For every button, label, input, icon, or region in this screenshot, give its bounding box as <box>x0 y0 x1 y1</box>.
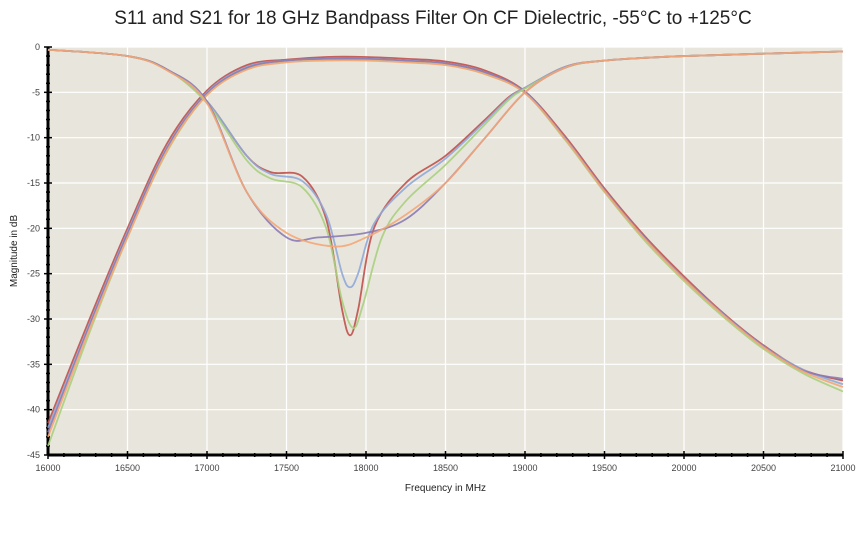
x-tick-label: 18000 <box>353 463 378 473</box>
x-tick-label: 19500 <box>592 463 617 473</box>
y-tick-label: -15 <box>27 178 40 188</box>
chart-title: S11 and S21 for 18 GHz Bandpass Filter O… <box>114 8 752 29</box>
x-tick-label: 18500 <box>433 463 458 473</box>
y-tick-label: -5 <box>32 87 40 97</box>
y-tick-label: 0 <box>35 42 40 52</box>
y-tick-label: -10 <box>27 133 40 143</box>
y-tick-label: -35 <box>27 359 40 369</box>
y-tick-label: -40 <box>27 405 40 415</box>
series-line-9 <box>47 48 844 248</box>
x-tick-label: 19000 <box>512 463 537 473</box>
x-tick-label: 16500 <box>115 463 140 473</box>
y-axis-label: Magnitude in dB <box>9 215 20 288</box>
y-tick-label: -45 <box>27 450 40 460</box>
y-tick-label: -25 <box>27 269 40 279</box>
y-tick-label: -30 <box>27 314 40 324</box>
y-tick-label: -20 <box>27 223 40 233</box>
series-line-4 <box>47 59 844 438</box>
x-tick-label: 17000 <box>194 463 219 473</box>
x-tick-label: 21000 <box>830 463 855 473</box>
x-tick-label: 20500 <box>751 463 776 473</box>
x-tick-label: 17500 <box>274 463 299 473</box>
x-tick-label: 20000 <box>671 463 696 473</box>
x-tick-label: 16000 <box>35 463 60 473</box>
series-line-0 <box>47 55 844 424</box>
x-axis-label: Frequency in MHz <box>405 483 486 494</box>
